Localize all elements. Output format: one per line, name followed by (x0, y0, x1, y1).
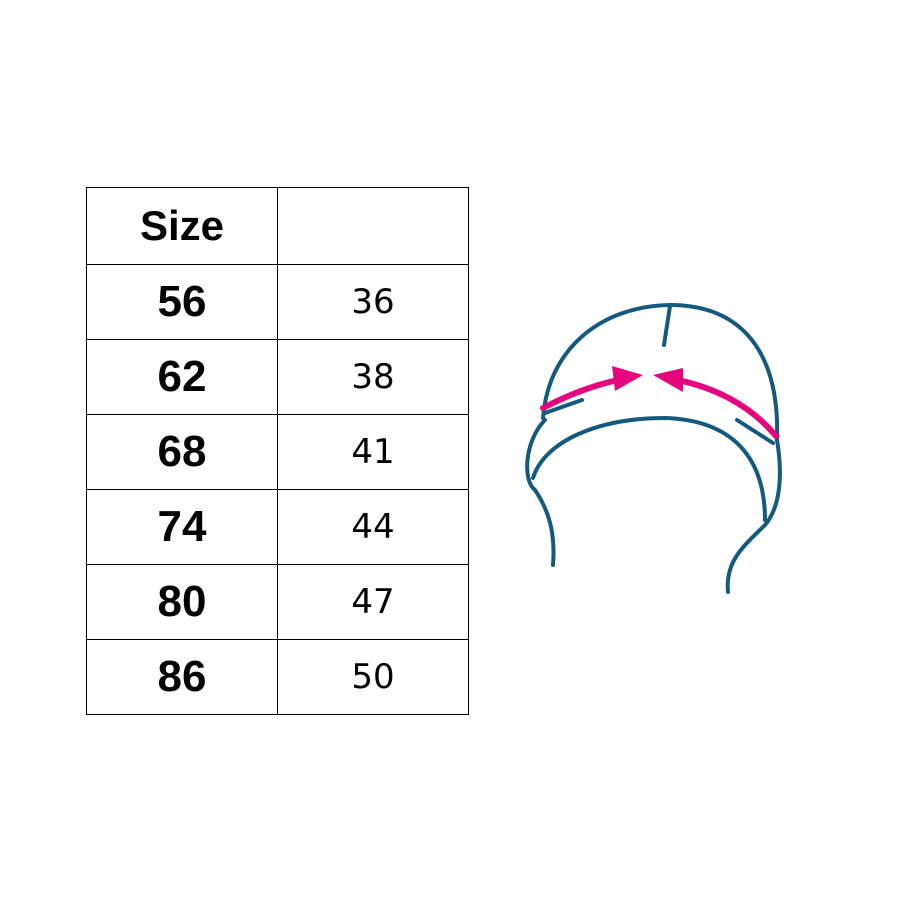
size-cell: 80 (86, 564, 278, 640)
size-cell: 74 (86, 489, 278, 565)
hat-outline (525, 302, 782, 594)
table-row: 68 41 (86, 414, 469, 490)
size-cell: 68 (86, 414, 278, 490)
table-row: 74 44 (86, 489, 469, 565)
value-cell: 47 (277, 564, 469, 640)
value-cell: 41 (277, 414, 469, 490)
value-cell: 50 (277, 639, 469, 715)
header-measure (277, 187, 469, 265)
size-cell: 86 (86, 639, 278, 715)
table-row: 62 38 (86, 339, 469, 415)
value-cell: 38 (277, 339, 469, 415)
size-cell: 62 (86, 339, 278, 415)
header-size: Size (86, 187, 278, 265)
table-row: 80 47 (86, 564, 469, 640)
measurement-arrows (540, 366, 779, 439)
size-table: Size 56 36 62 38 68 41 74 44 80 47 86 50 (86, 187, 469, 715)
value-cell: 36 (277, 264, 469, 340)
table-row: 86 50 (86, 639, 469, 715)
value-cell: 44 (277, 489, 469, 565)
table-header-row: Size (86, 187, 469, 265)
